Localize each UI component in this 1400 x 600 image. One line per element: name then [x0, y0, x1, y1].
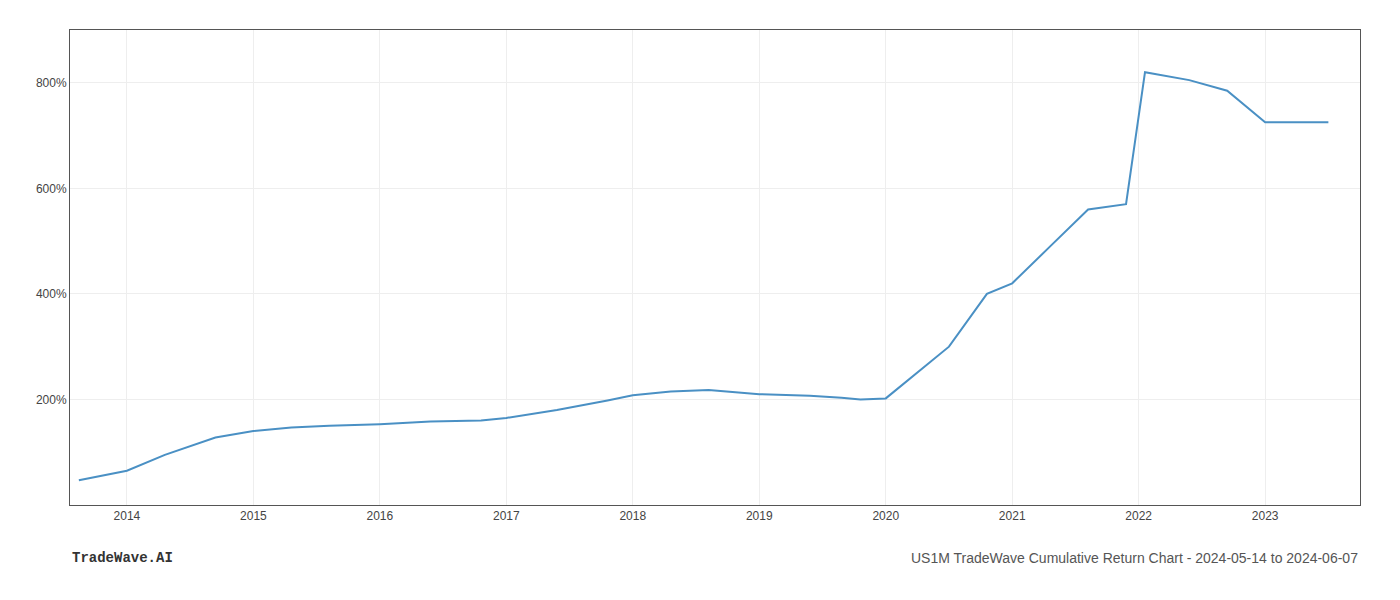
svg-text:2023: 2023 [1252, 509, 1279, 523]
svg-text:2015: 2015 [240, 509, 267, 523]
svg-text:2019: 2019 [746, 509, 773, 523]
svg-text:2021: 2021 [999, 509, 1026, 523]
svg-text:2020: 2020 [872, 509, 899, 523]
svg-text:2022: 2022 [1125, 509, 1152, 523]
svg-text:2018: 2018 [619, 509, 646, 523]
svg-text:US1M TradeWave Cumulative Retu: US1M TradeWave Cumulative Return Chart -… [911, 550, 1358, 566]
svg-text:800%: 800% [36, 76, 67, 90]
svg-text:200%: 200% [36, 393, 67, 407]
svg-text:2014: 2014 [114, 509, 141, 523]
svg-text:2016: 2016 [366, 509, 393, 523]
svg-text:2017: 2017 [493, 509, 520, 523]
svg-text:TradeWave.AI: TradeWave.AI [72, 550, 173, 566]
svg-text:400%: 400% [36, 287, 67, 301]
svg-text:600%: 600% [36, 182, 67, 196]
